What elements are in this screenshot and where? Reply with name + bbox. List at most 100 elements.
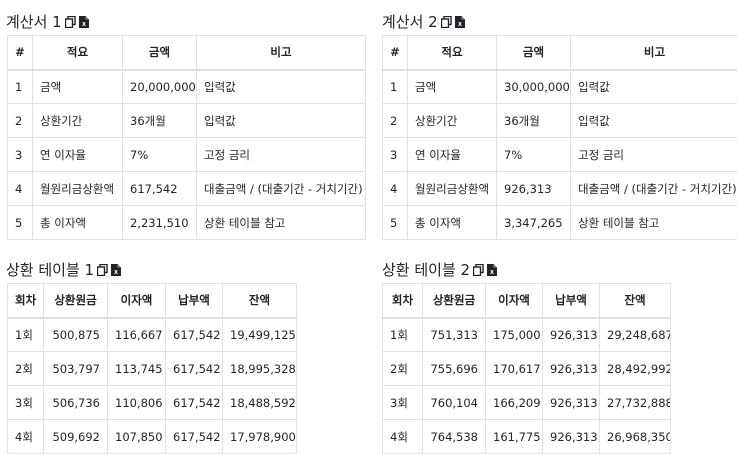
table-cell: 3회 — [8, 386, 44, 420]
table-cell: 28,492,992 — [600, 352, 671, 386]
table-cell: 3 — [8, 138, 33, 172]
column-header: 이자액 — [486, 284, 543, 318]
column-header: 금액 — [497, 36, 571, 70]
calc1-title: 계산서 1 — [6, 11, 62, 32]
column-header: 납부액 — [166, 284, 223, 318]
table-cell: 대출금액 / (대출기간 - 거치기간) — [571, 172, 737, 206]
table-cell: 금액 — [408, 70, 497, 104]
table-cell: 고정 금리 — [571, 138, 737, 172]
table-cell: 2 — [383, 104, 408, 138]
table-cell: 3 — [383, 138, 408, 172]
table-cell: 116,667 — [108, 318, 166, 352]
column-header: 적요 — [408, 36, 497, 70]
table-cell: 금액 — [33, 70, 123, 104]
column-header: 비고 — [571, 36, 737, 70]
table-cell: 1 — [383, 70, 408, 104]
table-cell: 926,313 — [543, 420, 600, 454]
table-cell: 503,797 — [44, 352, 108, 386]
table-cell: 19,499,125 — [223, 318, 297, 352]
table-cell: 617,542 — [166, 318, 223, 352]
table-cell: 4 — [383, 172, 408, 206]
table-cell: 1회 — [383, 318, 423, 352]
svg-text:X: X — [82, 22, 86, 28]
table-cell: 총 이자액 — [408, 206, 497, 240]
table-cell: 입력값 — [197, 70, 366, 104]
table-cell: 5 — [383, 206, 408, 240]
rep1-heading: 상환 테이블 1 X — [6, 259, 121, 280]
table-cell: 4회 — [383, 420, 423, 454]
table-cell: 고정 금리 — [197, 138, 366, 172]
svg-text:X: X — [114, 270, 118, 276]
table-cell: 3,347,265 — [497, 206, 571, 240]
table-cell: 월원리금상환액 — [33, 172, 123, 206]
table-cell: 연 이자율 — [408, 138, 497, 172]
table-cell: 7% — [497, 138, 571, 172]
table-cell: 1회 — [8, 318, 44, 352]
table-cell: 입력값 — [571, 104, 737, 138]
table-cell: 상환기간 — [408, 104, 497, 138]
table-cell: 926,313 — [497, 172, 571, 206]
table-cell: 170,617 — [486, 352, 543, 386]
table-cell: 상환기간 — [33, 104, 123, 138]
rep2-heading: 상환 테이블 2 X — [382, 259, 497, 280]
excel-file-icon[interactable]: X — [111, 264, 121, 276]
copy-icon[interactable] — [65, 16, 76, 28]
table-cell: 1 — [8, 70, 33, 104]
table-cell: 506,736 — [44, 386, 108, 420]
table-cell: 18,488,592 — [223, 386, 297, 420]
table-cell: 4회 — [8, 420, 44, 454]
table-cell: 113,745 — [108, 352, 166, 386]
table-cell: 27,732,888 — [600, 386, 671, 420]
table-cell: 상환 테이블 참고 — [197, 206, 366, 240]
column-header: 잔액 — [600, 284, 671, 318]
excel-file-icon[interactable]: X — [455, 16, 465, 28]
table-cell: 4 — [8, 172, 33, 206]
table-cell: 166,209 — [486, 386, 543, 420]
excel-file-icon[interactable]: X — [79, 16, 89, 28]
column-header: 납부액 — [543, 284, 600, 318]
table-cell: 36개월 — [123, 104, 197, 138]
table-cell: 110,806 — [108, 386, 166, 420]
column-header: 금액 — [123, 36, 197, 70]
column-header: 상환원금 — [423, 284, 486, 318]
column-header: 잔액 — [223, 284, 297, 318]
table-cell: 500,875 — [44, 318, 108, 352]
table-cell: 617,542 — [166, 386, 223, 420]
copy-icon[interactable] — [441, 16, 452, 28]
table-cell: 29,248,687 — [600, 318, 671, 352]
table-cell: 7% — [123, 138, 197, 172]
table-cell: 161,775 — [486, 420, 543, 454]
column-header: 상환원금 — [44, 284, 108, 318]
table-cell: 대출금액 / (대출기간 - 거치기간) — [197, 172, 366, 206]
column-header: 회차 — [383, 284, 423, 318]
excel-file-icon[interactable]: X — [487, 264, 497, 276]
column-header: 비고 — [197, 36, 366, 70]
copy-icon[interactable] — [473, 264, 484, 276]
table-cell: 926,313 — [543, 386, 600, 420]
table-cell: 26,968,350 — [600, 420, 671, 454]
table-cell: 751,313 — [423, 318, 486, 352]
column-header: # — [383, 36, 408, 70]
table-cell: 18,995,328 — [223, 352, 297, 386]
table-cell: 20,000,000 — [123, 70, 197, 104]
column-header: # — [8, 36, 33, 70]
calc2-title: 계산서 2 — [382, 11, 438, 32]
copy-icon[interactable] — [97, 264, 108, 276]
table-cell: 760,104 — [423, 386, 486, 420]
table-cell: 2회 — [8, 352, 44, 386]
column-header: 이자액 — [108, 284, 166, 318]
